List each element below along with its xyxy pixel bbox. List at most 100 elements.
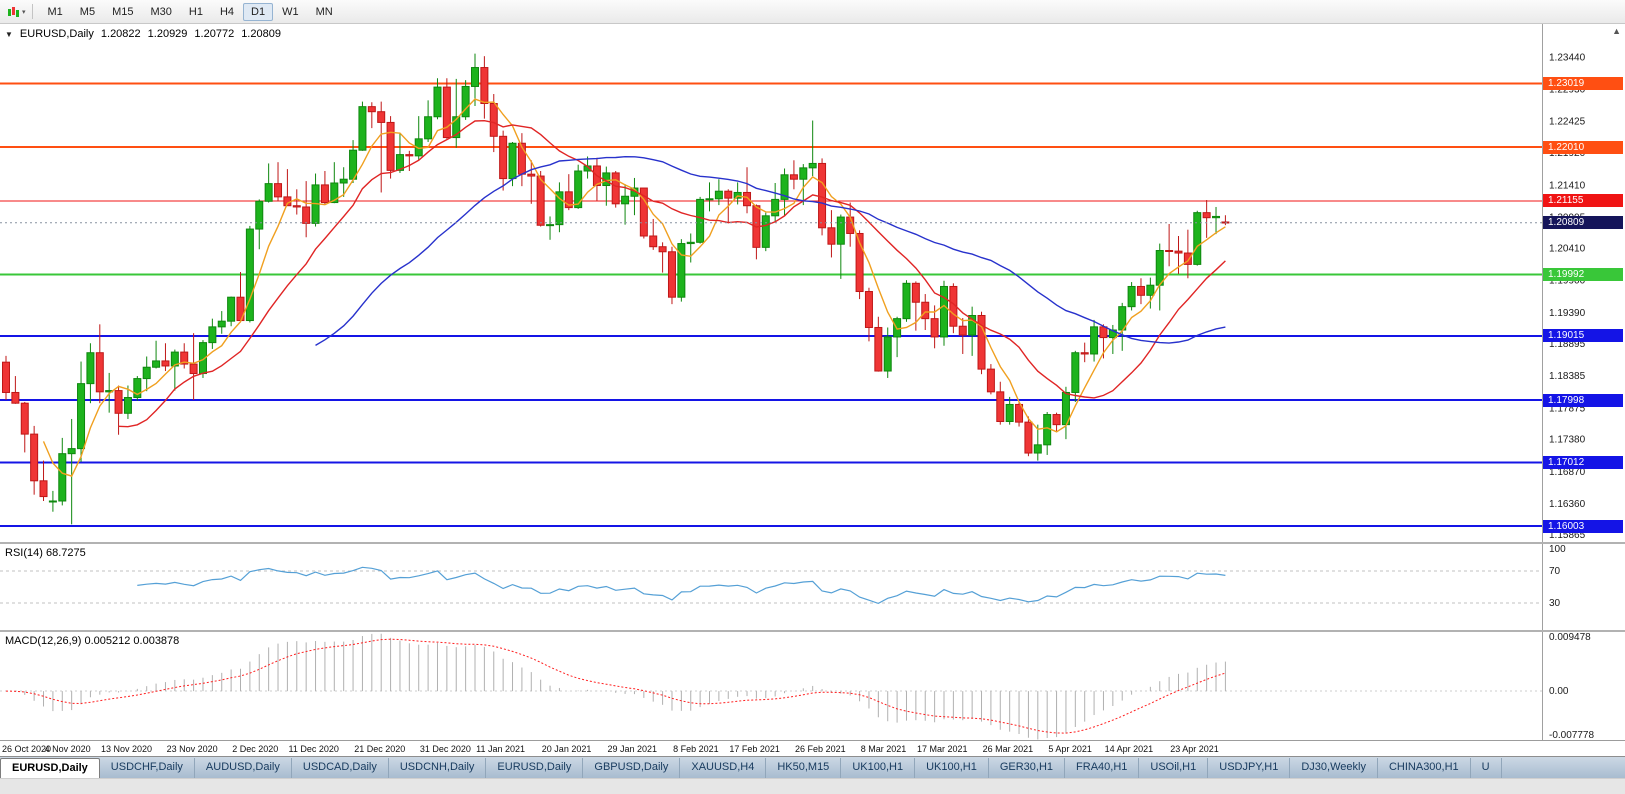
date-axis-label: 13 Nov 2020 xyxy=(100,744,152,754)
chart-tab-dj30-weekly[interactable]: DJ30,Weekly xyxy=(1290,758,1378,778)
current-price-badge: 1.20809 xyxy=(1543,216,1623,230)
price-axis-label: 1.18895 xyxy=(1549,339,1586,350)
toolbar-separator xyxy=(31,4,33,19)
macd-panel[interactable]: 0.009478 0.00 -0.007778 MACD(12,26,9) 0.00… xyxy=(0,632,1625,740)
chevron-down-icon[interactable]: ▾ xyxy=(22,8,26,16)
date-axis-label: 26 Mar 2021 xyxy=(982,744,1034,754)
rsi-panel[interactable]: 100 70 30 RSI(14) 68.7275 xyxy=(0,544,1625,630)
chart-tab-hk50-m15[interactable]: HK50,M15 xyxy=(766,758,842,778)
date-axis-label: 11 Dec 2020 xyxy=(288,744,339,754)
macd-label: MACD(12,26,9) 0.005212 0.003878 xyxy=(5,635,180,647)
chart-tab-ger30-h1[interactable]: GER30,H1 xyxy=(989,758,1066,778)
timeframe-button-d1[interactable]: D1 xyxy=(243,2,274,21)
date-axis-label: 8 Feb 2021 xyxy=(673,744,719,754)
chart-tab-usdchf-daily[interactable]: USDCHF,Daily xyxy=(100,758,195,778)
price-axis-label: 1.23440 xyxy=(1549,52,1586,63)
rsi-line xyxy=(137,566,1226,605)
chart-symbol-label: EURUSD,Daily xyxy=(19,28,94,40)
timeframe-button-w1[interactable]: W1 xyxy=(282,5,299,18)
price-axis-label: 1.18385 xyxy=(1549,371,1586,382)
chart-tab-fra40-h1[interactable]: FRA40,H1 xyxy=(1065,758,1140,778)
chart-dropdown-icon[interactable]: ▼ xyxy=(5,29,13,39)
macd-histogram xyxy=(14,633,1226,740)
rsi-axis-label: 100 xyxy=(1549,544,1566,555)
price-level-badge: 1.22010 xyxy=(1543,140,1623,154)
date-axis-label: 23 Apr 2021 xyxy=(1170,744,1219,754)
date-axis-label: 11 Jan 2021 xyxy=(476,744,526,754)
chart-tab-u[interactable]: U xyxy=(1471,758,1502,778)
timeframe-button-m1[interactable]: M1 xyxy=(47,5,63,18)
date-axis-label: 29 Jan 2021 xyxy=(607,744,657,754)
date-axis-label: 2 Dec 2020 xyxy=(232,744,279,754)
macd-axis-label: 0.00 xyxy=(1549,686,1569,697)
chart-tab-usdjpy-h1[interactable]: USDJPY,H1 xyxy=(1208,758,1291,778)
price-axis-label: 1.21920 xyxy=(1549,148,1586,159)
chart-header: ▼ EURUSD,Daily 1.20822 1.20929 1.20772 1… xyxy=(5,28,281,40)
candlesticks xyxy=(2,53,1230,525)
price-axis-label: 1.19390 xyxy=(1549,308,1586,319)
date-axis-label: 17 Feb 2021 xyxy=(729,744,780,754)
chart-tab-usdcad-daily[interactable]: USDCAD,Daily xyxy=(292,758,389,778)
macd-signal-line xyxy=(5,638,1226,734)
price-axis-label: 1.16870 xyxy=(1549,467,1586,478)
date-axis-label: 23 Nov 2020 xyxy=(166,744,218,754)
date-axis-label: 21 Dec 2020 xyxy=(354,744,406,754)
date-axis-label: 8 Mar 2021 xyxy=(860,744,907,754)
panel-splitter[interactable] xyxy=(0,542,1625,544)
timeframe-button-h1[interactable]: H1 xyxy=(188,5,203,18)
price-level-badge: 1.21155 xyxy=(1543,194,1623,208)
price-axis-label: 1.20410 xyxy=(1549,243,1586,254)
scroll-up-button[interactable]: ▲ xyxy=(1612,26,1621,36)
price-axis-label: 1.16360 xyxy=(1549,499,1586,510)
price-level-badge: 1.17012 xyxy=(1543,455,1623,469)
chart-tab-usdcnh-daily[interactable]: USDCNH,Daily xyxy=(389,758,487,778)
chart-tab-gbpusd-daily[interactable]: GBPUSD,Daily xyxy=(583,758,681,778)
rsi-axis-label: 70 xyxy=(1549,566,1561,577)
date-axis-label: 5 Apr 2021 xyxy=(1048,744,1092,754)
ohlc-open-value: 1.20822 xyxy=(100,28,141,40)
timeframe-button-mn[interactable]: MN xyxy=(315,5,333,18)
date-axis-label: 17 Mar 2021 xyxy=(917,744,968,754)
date-axis-label: 31 Dec 2020 xyxy=(419,744,471,754)
price-level-badge: 1.23019 xyxy=(1543,76,1623,90)
chart-type-icon-glyph xyxy=(8,6,19,17)
timeframe-button-m15[interactable]: M15 xyxy=(112,5,134,18)
price-axis-label: 1.22425 xyxy=(1549,116,1586,127)
toolbar: ▾ M1 M5 M15 M30 H1 H4 D1 W1 MN xyxy=(0,0,1625,24)
panel-splitter[interactable] xyxy=(0,630,1625,632)
chart-tab-xauusd-h4[interactable]: XAUUSD,H4 xyxy=(680,758,767,778)
date-axis-label: 20 Jan 2021 xyxy=(541,744,592,754)
price-level-badge: 1.16003 xyxy=(1543,519,1623,533)
macd-axis-label: 0.009478 xyxy=(1549,632,1591,643)
ohlc-high-value: 1.20929 xyxy=(147,28,188,40)
chart-tab-usoil-h1[interactable]: USOil,H1 xyxy=(1139,758,1209,778)
chart-tab-uk100-h1[interactable]: UK100,H1 xyxy=(841,758,916,778)
chart-tab-china300-h1[interactable]: CHINA300,H1 xyxy=(1378,758,1471,778)
moving-average-line-13 xyxy=(118,119,1226,428)
macd-canvas: 0.009478 0.00 -0.007778 xyxy=(0,632,1594,740)
timeframe-button-h4[interactable]: H4 xyxy=(219,5,235,18)
price-level-badge: 1.19015 xyxy=(1543,329,1623,343)
price-level-badge: 1.17998 xyxy=(1543,393,1623,407)
chart-tab-eurusd-daily[interactable]: EURUSD,Daily xyxy=(0,758,100,778)
price-chart-panel[interactable]: 1.23440 1.22930 1.22425 1.21920 1.21410 1.209… xyxy=(0,24,1625,542)
chart-tab-audusd-daily[interactable]: AUDUSD,Daily xyxy=(195,758,292,778)
chart-tab-uk100-h1[interactable]: UK100,H1 xyxy=(915,758,989,778)
timeframe-button-group: M1 M5 M15 M30 H1 H4 D1 W1 MN xyxy=(40,2,341,21)
rsi-axis-label: 30 xyxy=(1549,598,1561,609)
chart-tab-eurusd-daily[interactable]: EURUSD,Daily xyxy=(486,758,584,778)
timeframe-button-m30[interactable]: M30 xyxy=(150,5,172,18)
chart-type-icon[interactable] xyxy=(6,5,20,19)
moving-average-line-34 xyxy=(315,155,1226,347)
chart-tabs-bar: EURUSD,Daily USDCHF,Daily AUDUSD,Daily USDC… xyxy=(0,756,1625,778)
date-axis-label: 26 Oct 2020 xyxy=(2,744,52,754)
moving-average-line-5 xyxy=(42,98,1226,477)
price-axis-label: 1.15865 xyxy=(1549,530,1586,541)
price-axis-label: 1.22930 xyxy=(1549,84,1586,95)
timeframe-button-m5[interactable]: M5 xyxy=(79,5,96,18)
price-chart-canvas[interactable]: 1.23440 1.22930 1.22425 1.21920 1.21410 1.209… xyxy=(0,24,1625,542)
price-axis-label: 1.17875 xyxy=(1549,403,1586,414)
price-axis-label: 1.21410 xyxy=(1549,180,1586,191)
macd-axis-label: -0.007778 xyxy=(1549,730,1594,740)
price-axis-label: 1.19900 xyxy=(1549,276,1586,287)
